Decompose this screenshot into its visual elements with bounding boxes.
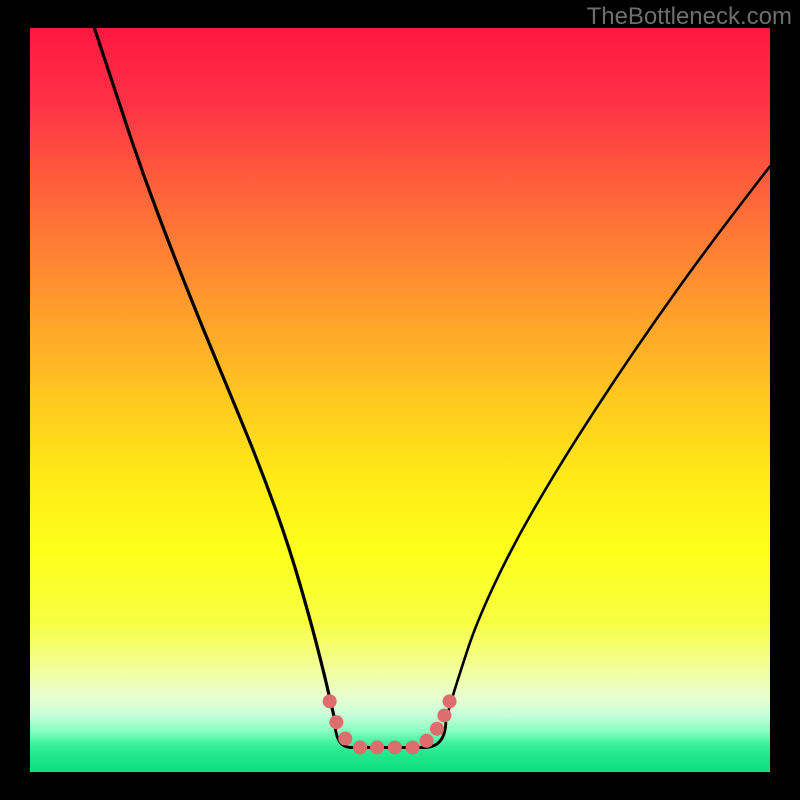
marker-point	[323, 694, 337, 708]
marker-point	[370, 740, 384, 754]
marker-point	[430, 722, 444, 736]
marker-point	[437, 708, 451, 722]
marker-point	[420, 734, 434, 748]
chart-container: { "canvas": { "width": 800, "height": 80…	[0, 0, 800, 800]
marker-point	[329, 715, 343, 729]
bottleneck-chart	[30, 28, 770, 772]
watermark-text: TheBottleneck.com	[587, 3, 792, 31]
chart-svg	[30, 28, 770, 772]
marker-point	[406, 740, 420, 754]
marker-point	[338, 732, 352, 746]
gradient-background	[30, 28, 770, 772]
marker-point	[353, 740, 367, 754]
marker-point	[388, 740, 402, 754]
marker-point	[443, 694, 457, 708]
